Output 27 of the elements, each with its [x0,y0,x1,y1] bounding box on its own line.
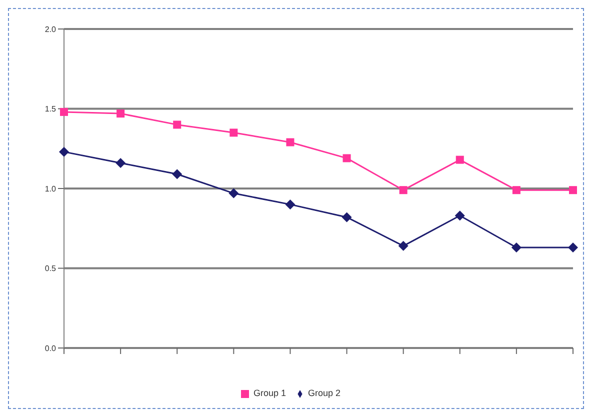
legend-label: Group 1 [253,388,286,398]
point [342,154,351,162]
point [116,110,125,118]
y-tick-label: 0.5 [44,264,57,274]
point [342,212,352,222]
point [568,242,578,253]
point [230,128,238,137]
point [228,188,239,198]
point [172,169,182,180]
point [173,120,182,129]
point [454,210,465,221]
point [512,186,520,194]
y-tick-label: 2.0 [44,24,57,34]
point [59,146,69,157]
point [286,138,294,146]
legend-label: Group 2 [308,388,341,398]
point [399,186,408,194]
point [116,158,126,168]
point [456,156,464,164]
point [60,108,68,116]
point [569,186,577,194]
y-tick-label: 0.0 [44,344,57,353]
y-tick-label: 1.5 [44,104,57,114]
point [511,242,522,253]
point [398,240,408,251]
y-tick-label: 1.0 [44,184,57,194]
point [285,199,296,210]
